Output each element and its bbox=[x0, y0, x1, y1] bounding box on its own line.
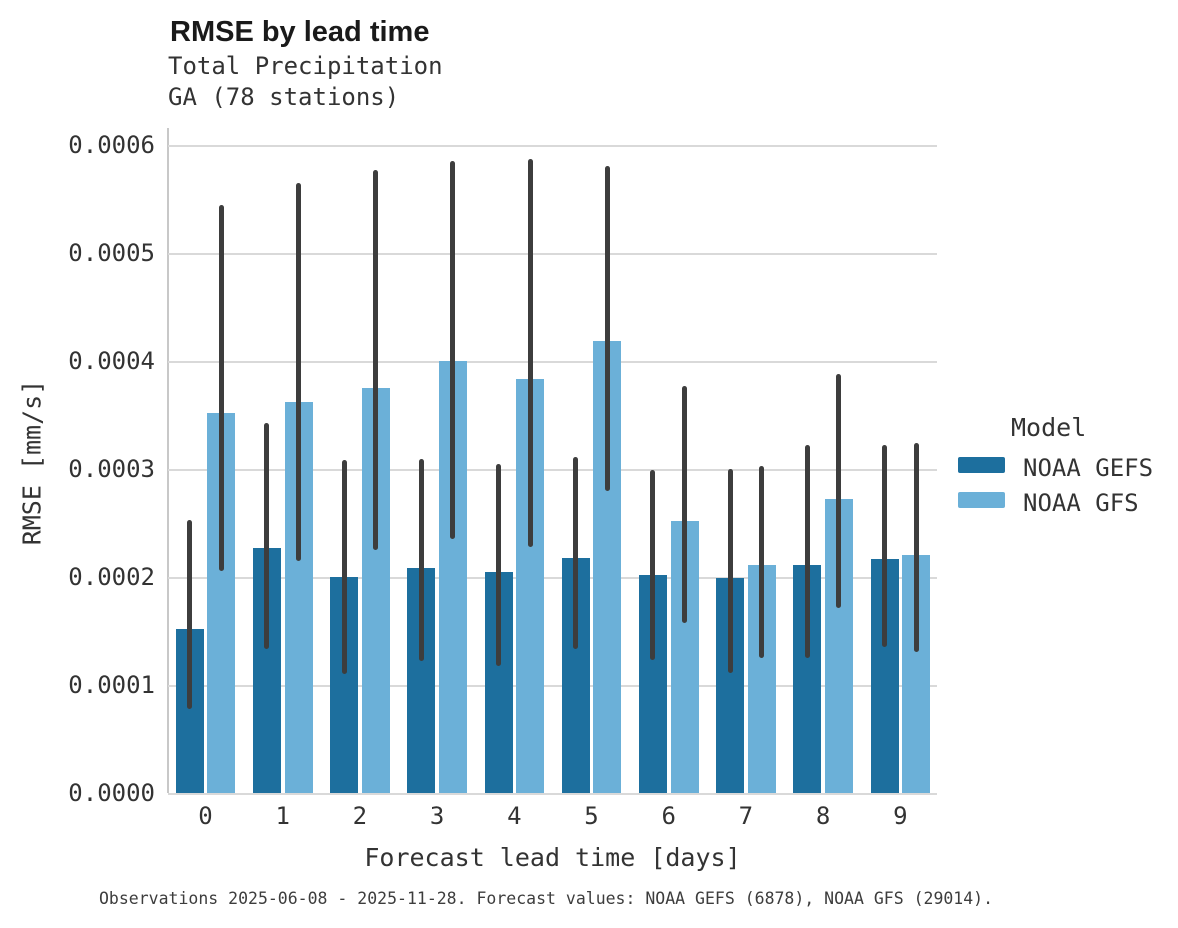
x-tick-label: 5 bbox=[584, 802, 599, 830]
error-bar-gefs-lead-2 bbox=[341, 460, 347, 675]
error-bar-gfs-lead-3 bbox=[450, 161, 456, 540]
chart-title: RMSE by lead time bbox=[170, 16, 430, 48]
y-tick-label: 0.0006 bbox=[68, 131, 155, 160]
chart-subtitle-line-1: Total Precipitation bbox=[168, 52, 443, 80]
caption: Observations 2025-06-08 - 2025-11-28. Fo… bbox=[99, 889, 994, 908]
y-tick-label: 0.0005 bbox=[68, 239, 155, 268]
y-axis-spine bbox=[167, 128, 169, 793]
gridline bbox=[168, 145, 937, 148]
error-bar-gfs-lead-2 bbox=[373, 170, 379, 551]
gridline bbox=[168, 361, 937, 364]
y-tick-label: 0.0002 bbox=[68, 563, 155, 592]
y-tick-label: 0.0004 bbox=[68, 347, 155, 376]
error-bar-gefs-lead-4 bbox=[496, 463, 501, 666]
gridline bbox=[168, 253, 937, 256]
error-bar-gfs-lead-9 bbox=[913, 443, 919, 652]
x-tick-label: 9 bbox=[893, 802, 908, 830]
x-tick-label: 4 bbox=[507, 802, 522, 830]
gridline bbox=[168, 469, 937, 472]
x-tick-label: 6 bbox=[661, 802, 676, 830]
legend-swatch-gfs bbox=[958, 492, 1005, 508]
plot-area bbox=[167, 128, 937, 795]
gridline bbox=[168, 577, 937, 580]
x-tick-label: 8 bbox=[815, 802, 831, 830]
x-tick-label: 2 bbox=[352, 802, 368, 830]
legend-title: Model bbox=[1011, 413, 1087, 442]
error-bar-gfs-lead-8 bbox=[836, 374, 842, 609]
x-tick-label: 3 bbox=[429, 802, 445, 830]
y-tick-label: 0.0001 bbox=[68, 671, 155, 700]
error-bar-gefs-lead-8 bbox=[804, 445, 810, 659]
y-tick-label: 0.0003 bbox=[68, 455, 155, 484]
error-bar-gefs-lead-6 bbox=[650, 470, 656, 661]
legend-label-gfs: NOAA GFS bbox=[1023, 489, 1139, 517]
error-bar-gefs-lead-9 bbox=[882, 445, 887, 648]
y-tick-label: 0.0000 bbox=[68, 779, 155, 807]
error-bar-gfs-lead-0 bbox=[218, 204, 224, 571]
error-bar-gefs-lead-0 bbox=[187, 519, 193, 709]
gridline bbox=[168, 793, 937, 795]
error-bar-gefs-lead-5 bbox=[573, 457, 579, 650]
x-tick-label: 0 bbox=[198, 802, 213, 830]
error-bar-gfs-lead-1 bbox=[296, 182, 301, 561]
legend-label-gefs: NOAA GEFS bbox=[1023, 454, 1154, 482]
error-bar-gfs-lead-5 bbox=[604, 165, 610, 491]
legend-swatch-gefs bbox=[958, 457, 1005, 473]
x-axis-label: Forecast lead time [days] bbox=[364, 843, 741, 872]
error-bar-gfs-lead-4 bbox=[527, 159, 533, 547]
error-bar-gfs-lead-7 bbox=[759, 465, 765, 659]
chart-subtitle-line-2: GA (78 stations) bbox=[168, 83, 400, 111]
gridline bbox=[168, 685, 937, 688]
error-bar-gefs-lead-1 bbox=[264, 422, 270, 650]
x-tick-label: 1 bbox=[275, 802, 290, 830]
error-bar-gefs-lead-7 bbox=[727, 469, 733, 674]
error-bar-gefs-lead-3 bbox=[418, 459, 424, 662]
error-bar-gfs-lead-6 bbox=[682, 385, 687, 624]
x-tick-label: 7 bbox=[738, 802, 754, 830]
